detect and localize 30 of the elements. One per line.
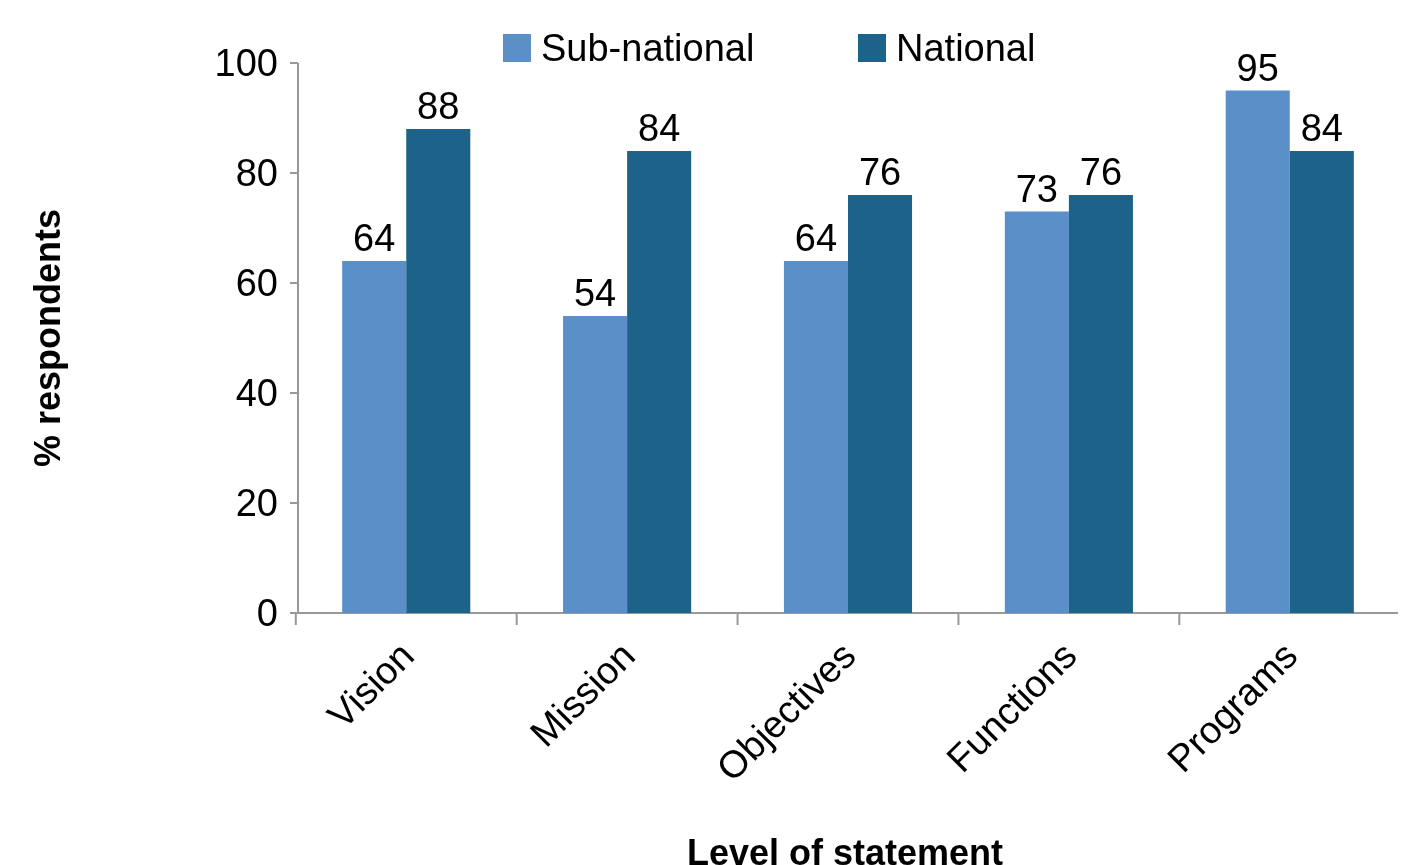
data-label: 88 — [417, 85, 460, 127]
data-label: 84 — [638, 107, 681, 149]
data-label: 76 — [858, 151, 902, 193]
x-axis-title: Level of statement — [686, 832, 1004, 865]
data-label: 64 — [794, 217, 838, 259]
bar — [783, 261, 848, 613]
bar — [1289, 151, 1354, 613]
bar — [848, 195, 913, 613]
data-label: 64 — [353, 217, 396, 259]
data-label: 76 — [1079, 151, 1123, 193]
legend-label: National — [896, 27, 1036, 70]
bar — [563, 316, 628, 613]
y-axis-title: % respondents — [27, 208, 68, 468]
data-label: 73 — [1015, 167, 1058, 210]
data-label: 95 — [1236, 46, 1279, 89]
y-tick-label: 60 — [235, 262, 278, 305]
y-tick-label: 100 — [214, 42, 278, 85]
bar — [342, 261, 407, 613]
bar — [627, 151, 692, 613]
legend-label: Sub-national — [541, 27, 755, 70]
bar — [1225, 90, 1290, 613]
y-tick-label: 80 — [235, 152, 278, 195]
data-label: 54 — [573, 272, 617, 314]
data-label: 84 — [1300, 107, 1343, 149]
y-tick-label: 40 — [235, 372, 278, 415]
y-tick-label: 20 — [235, 482, 278, 525]
bar — [1068, 195, 1133, 613]
bar — [406, 129, 471, 613]
y-tick-label: 0 — [256, 592, 278, 635]
bar — [1004, 211, 1069, 613]
